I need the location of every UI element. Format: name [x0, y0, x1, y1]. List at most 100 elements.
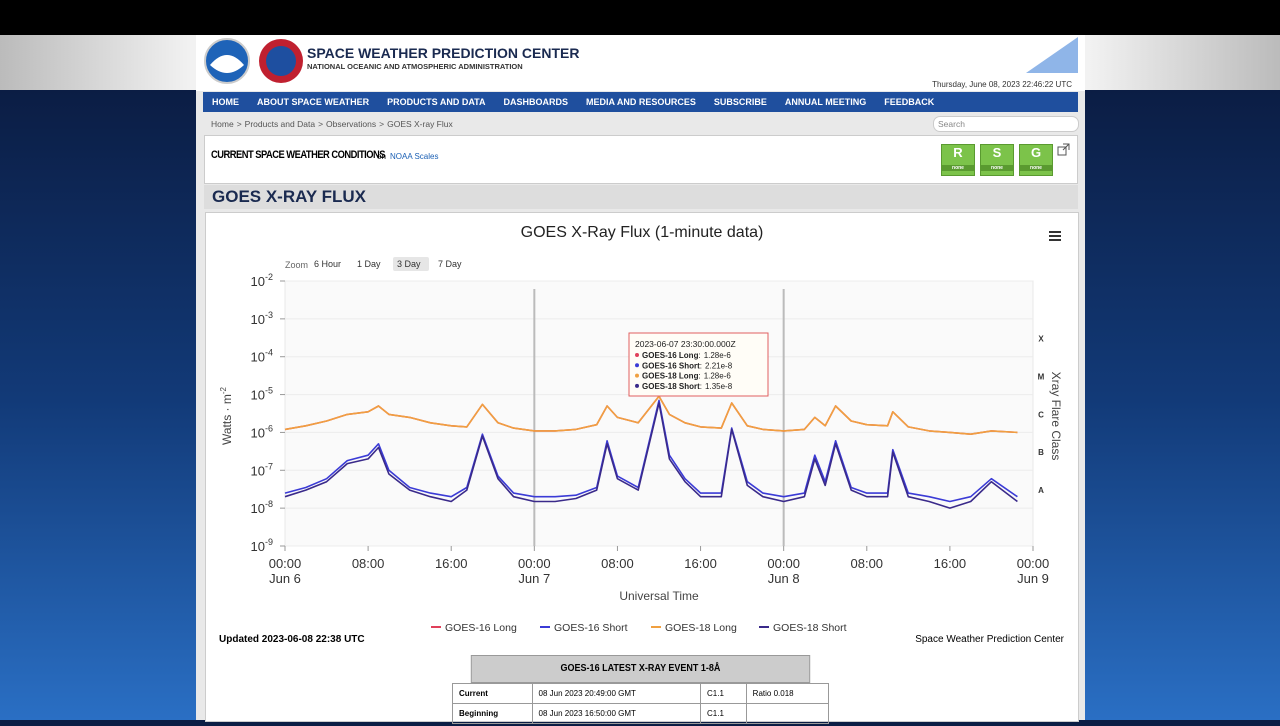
credit: Space Weather Prediction Center	[915, 634, 1064, 645]
tooltip-separator: :	[698, 351, 700, 360]
zoom-button[interactable]: 7 Day	[438, 259, 462, 269]
x-tick-date: Jun 8	[768, 571, 800, 586]
zoom-button[interactable]: 6 Hour	[314, 259, 341, 269]
table-row: Beginning 08 Jun 2023 16:50:00 GMT C1.1	[452, 703, 830, 724]
nav-item[interactable]: SUBSCRIBE	[713, 97, 767, 107]
nav-item[interactable]: MEDIA AND RESOURCES	[586, 97, 696, 107]
nav-item[interactable]: ANNUAL MEETING	[784, 97, 867, 107]
table-cell: Beginning	[452, 703, 533, 724]
legend-label[interactable]: GOES-18 Short	[773, 622, 847, 634]
y2-tick-label: X	[1038, 335, 1044, 344]
y-tick-base: 10	[251, 539, 265, 554]
tooltip-entry: GOES-16 Short: 2.21e-8	[642, 361, 733, 370]
noaa-scales-link[interactable]: NOAA Scales	[390, 152, 439, 161]
y-tick-exponent: -7	[265, 461, 273, 471]
tooltip-value: 2.21e-8	[705, 361, 733, 370]
popout-icon[interactable]	[1057, 143, 1071, 157]
tooltip-separator: :	[698, 372, 700, 381]
tooltip-bullet	[635, 373, 639, 378]
x-tick-label: 08:00	[352, 556, 385, 571]
y-axis-title-text: Watts · m	[220, 394, 234, 445]
breadcrumb-item[interactable]: Products and Data	[244, 119, 316, 129]
datetime: Thursday, June 08, 2023 22:46:22 UTC	[932, 80, 1072, 89]
breadcrumb-separator: >	[379, 119, 385, 129]
legend-label[interactable]: GOES-16 Short	[554, 622, 628, 634]
x-tick-label: 16:00	[934, 556, 967, 571]
nav-item[interactable]: DASHBOARDS	[503, 97, 569, 107]
tooltip-entry: GOES-18 Long: 1.28e-6	[642, 372, 731, 381]
table-cell	[745, 703, 830, 724]
updated: Updated 2023-06-08 22:38 UTC	[219, 634, 365, 645]
legend-label[interactable]: GOES-16 Long	[445, 622, 517, 634]
breadcrumb-item[interactable]: Observations	[326, 119, 377, 129]
zoom-selected	[393, 257, 429, 271]
y-tick-label: 10-9	[251, 537, 273, 554]
nav-item[interactable]: FEEDBACK	[884, 97, 935, 107]
y-tick-base: 10	[251, 350, 265, 365]
nws-logo-inner	[266, 46, 296, 76]
tooltip-title: 2023-06-07 23:30:00.000Z	[635, 339, 736, 349]
tooltip-value: 1.28e-6	[704, 372, 732, 381]
nav-item[interactable]: ABOUT SPACE WEATHER	[257, 97, 370, 107]
x-tick-date: Jun 6	[269, 571, 301, 586]
y-tick-label: 10-8	[251, 499, 273, 516]
breadcrumb-separator: >	[236, 119, 242, 129]
site-title: SPACE WEATHER PREDICTION CENTER	[307, 45, 580, 61]
y2-tick-label: A	[1038, 486, 1044, 495]
series-line	[284, 402, 1018, 509]
x-tick-label: 00:00	[269, 556, 302, 571]
table-cell: Ratio 0.018	[745, 683, 830, 704]
chart-panel: GOES X-Ray Flux (1-minute data) Watts · …	[205, 212, 1079, 724]
scale-letter: G	[1030, 145, 1042, 160]
series-line	[284, 395, 1018, 435]
y-tick-label: 10-4	[251, 348, 273, 365]
header-decoration	[1026, 37, 1078, 73]
zoom-button[interactable]: 1 Day	[357, 259, 381, 269]
x-axis-title: Universal Time	[619, 589, 699, 603]
x-tick-label: 08:00	[851, 556, 884, 571]
zoom-label: Zoom	[285, 260, 308, 270]
y-tick-base: 10	[251, 388, 265, 403]
x-tick-date: Jun 9	[1017, 571, 1049, 586]
event-table-body: Current 08 Jun 2023 20:49:00 GMT C1.1 Ratio…	[452, 683, 830, 724]
table-cell: Current	[452, 683, 533, 704]
x-tick-label: 16:00	[435, 556, 468, 571]
y2-tick-label: C	[1038, 410, 1044, 419]
x-tick-label: 00:00	[518, 556, 551, 571]
zoom-button[interactable]: 3 Day	[397, 259, 421, 269]
y-tick-exponent: -3	[265, 310, 273, 320]
y-tick-label: 10-6	[251, 423, 273, 440]
y-tick-exponent: -4	[265, 348, 273, 358]
menu-icon[interactable]	[1049, 231, 1061, 241]
breadcrumb-item[interactable]: Home	[211, 119, 234, 129]
event-table: GOES-16 LATEST X-RAY EVENT 1-8Å Current 0…	[452, 655, 830, 724]
tooltip-value: 1.35e-8	[705, 382, 733, 391]
y2-tick-label: B	[1038, 448, 1044, 457]
y-tick-base: 10	[251, 312, 265, 327]
legend-label[interactable]: GOES-18 Long	[665, 622, 737, 634]
y-axis-title: Watts · m-2	[219, 386, 234, 445]
breadcrumb-item: GOES X-ray Flux	[387, 119, 453, 129]
page-title-text: GOES X-RAY FLUX	[212, 187, 366, 206]
header-graphics: SPACE WEATHER PREDICTION CENTER NATIONAL…	[204, 37, 1078, 89]
noaa-logo-bird	[210, 55, 244, 73]
y-tick-base: 10	[251, 501, 265, 516]
tooltip-bullet	[635, 383, 639, 388]
chart: GOES X-Ray Flux (1-minute data) Watts · …	[219, 224, 1063, 634]
search-box[interactable]: Search	[933, 116, 1079, 132]
x-tick-date: Jun 7	[518, 571, 550, 586]
plot-area	[284, 280, 1034, 547]
tooltip-series: GOES-18 Short	[642, 382, 700, 391]
nav-item[interactable]: PRODUCTS AND DATA	[387, 97, 486, 107]
site-subtitle: NATIONAL OCEANIC AND ATMOSPHERIC ADMINIS…	[307, 62, 523, 71]
conditions-box: CURRENT SPACE WEATHER CONDITIONS on NOAA…	[204, 135, 1078, 184]
scale-status: none	[942, 165, 974, 171]
nav-item[interactable]: HOME	[212, 97, 239, 107]
tooltip-bullet	[635, 363, 639, 368]
tooltip-separator: :	[700, 361, 702, 370]
y-axis-title-exponent: -2	[219, 386, 228, 394]
x-tick-label: 00:00	[1017, 556, 1050, 571]
